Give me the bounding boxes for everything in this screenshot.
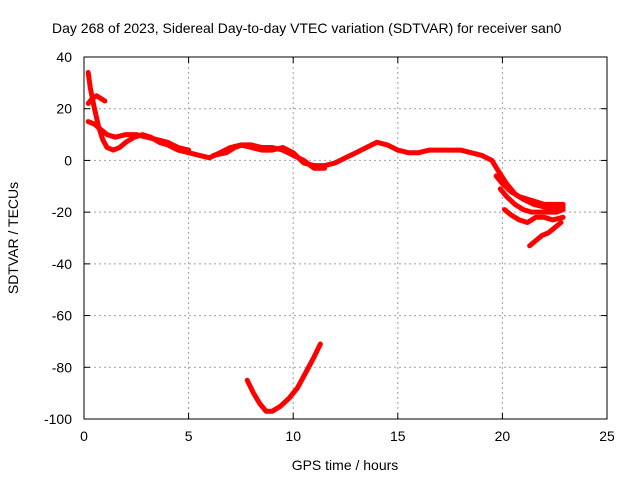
series-line-track-e [493, 173, 566, 207]
x-tick-label: 5 [185, 428, 193, 444]
x-axis-label: GPS time / hours [292, 457, 399, 473]
series-group [85, 70, 566, 414]
y-axis-label: SDTVAR / TECUs [5, 182, 21, 294]
series-line-track-i [244, 341, 323, 414]
y-tick-label: -20 [52, 204, 72, 220]
y-tick-label: 20 [56, 101, 72, 117]
grid-lines [84, 57, 607, 419]
y-tick-label: -40 [52, 256, 72, 272]
plot-frame [83, 56, 608, 420]
x-tick-label: 25 [599, 428, 615, 444]
x-tick-label: 15 [390, 428, 406, 444]
y-tick-label: 0 [64, 152, 72, 168]
x-tick-label: 0 [80, 428, 88, 444]
y-tick-label: -80 [52, 359, 72, 375]
chart-title: Day 268 of 2023, Sidereal Day-to-day VTE… [52, 20, 562, 36]
y-tick-label: 40 [56, 49, 72, 65]
axis-ticks: 0 5 10 15 20 25 -100 -80 -60 -40 -20 0 20 40 [44, 49, 615, 444]
x-tick-label: 20 [495, 428, 511, 444]
series-line-track-f [497, 186, 566, 215]
series-line-track-d [211, 142, 328, 171]
x-tick-label: 10 [285, 428, 301, 444]
y-tick-label: -60 [52, 308, 72, 324]
series-line-track-c [85, 119, 192, 153]
series-line-track-g [502, 207, 566, 225]
series-line-track-h [527, 220, 564, 249]
y-tick-label: -100 [44, 411, 72, 427]
series-line-track-b [85, 93, 108, 106]
